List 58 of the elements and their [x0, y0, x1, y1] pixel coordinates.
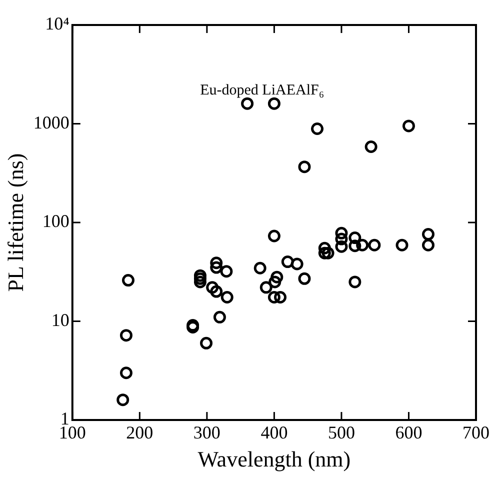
- point: [335, 226, 348, 240]
- y-tick-label: 100: [42, 211, 70, 232]
- point: [335, 232, 348, 246]
- point: [402, 120, 415, 132]
- point: [116, 394, 130, 406]
- x-tick-label: 700: [462, 422, 490, 443]
- point: [260, 281, 272, 294]
- point: [268, 97, 280, 110]
- point: [241, 97, 254, 110]
- point: [210, 285, 223, 298]
- point: [318, 246, 331, 260]
- point: [356, 238, 369, 252]
- point: [298, 160, 311, 174]
- point: [290, 258, 304, 270]
- point: [364, 140, 378, 153]
- point: [422, 228, 434, 241]
- point: [368, 238, 381, 252]
- y-tick-label: 10⁴: [45, 14, 70, 34]
- point: [210, 256, 223, 270]
- x-tick-label: 200: [126, 422, 154, 443]
- point: [194, 272, 206, 285]
- point: [318, 242, 331, 254]
- point: [270, 270, 284, 284]
- point: [213, 310, 226, 324]
- point: [274, 291, 287, 304]
- y-axis-title: PL lifetime (ns): [2, 153, 28, 292]
- point: [322, 246, 334, 260]
- point: [220, 265, 233, 278]
- point: [194, 269, 206, 282]
- point: [268, 291, 280, 304]
- point: [220, 291, 234, 304]
- point: [335, 240, 348, 253]
- x-axis-title: Wavelength (nm): [198, 446, 351, 472]
- point: [120, 329, 132, 342]
- point: [210, 261, 223, 274]
- point: [348, 276, 362, 288]
- point: [120, 366, 132, 380]
- point: [298, 272, 311, 285]
- point: [396, 238, 408, 252]
- x-tick-label: 600: [395, 422, 422, 443]
- point: [254, 262, 266, 274]
- point: [200, 336, 213, 350]
- annotation: Eu-doped LiAEAlF₆: [200, 82, 324, 99]
- point: [194, 276, 206, 288]
- point: [311, 122, 324, 135]
- point: [348, 240, 362, 252]
- x-tick-label: 400: [260, 422, 288, 443]
- x-tick-label: 300: [193, 422, 220, 443]
- point: [268, 230, 280, 242]
- point: [348, 232, 362, 244]
- point: [206, 281, 219, 294]
- point: [281, 256, 294, 268]
- point: [122, 274, 134, 287]
- point: [268, 276, 282, 288]
- x-tick-label: 500: [328, 422, 355, 443]
- y-tick-label: 1000: [33, 112, 70, 132]
- point: [422, 238, 434, 252]
- y-tick-label: 10: [51, 310, 70, 330]
